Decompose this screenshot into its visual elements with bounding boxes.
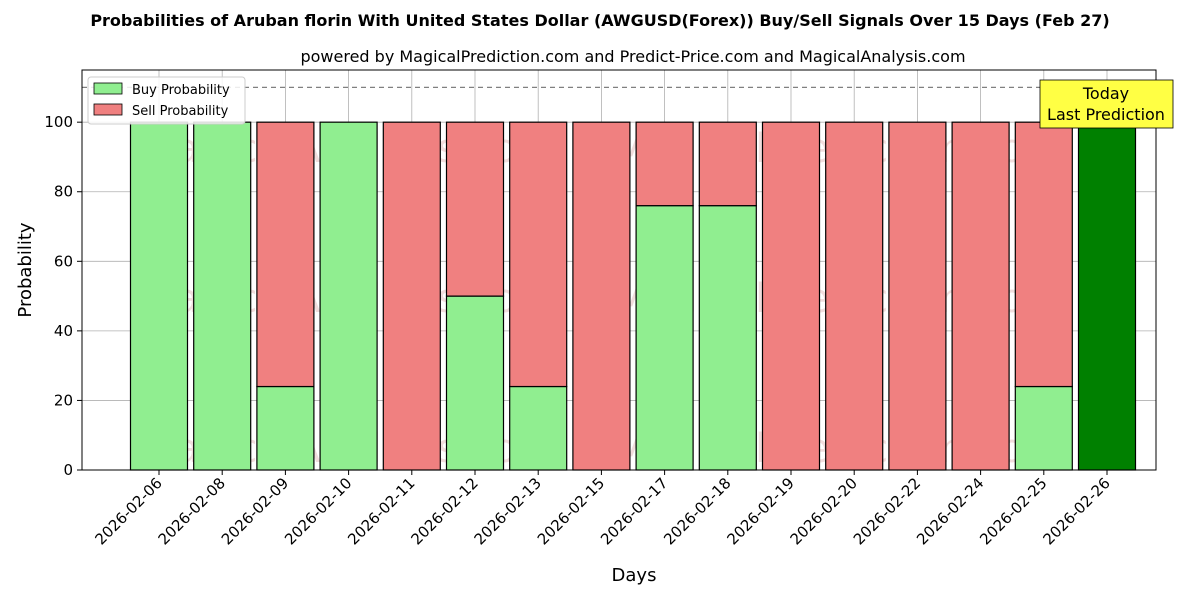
bar-buy: [256, 385, 315, 471]
x-tick-label: 2026-02-22: [850, 474, 924, 548]
legend-label-buy: Buy Probability: [132, 83, 230, 98]
bar-sell: [572, 121, 631, 471]
legend-label-sell: Sell Probability: [132, 104, 229, 119]
x-tick-label: 2026-02-26: [1039, 474, 1113, 548]
annotation-line2: Last Prediction: [1047, 105, 1165, 124]
x-tick-label: 2026-02-18: [660, 474, 734, 548]
bar-sell: [509, 121, 568, 388]
x-tick-label: 2026-02-25: [976, 474, 1050, 548]
bar-buy: [1014, 385, 1073, 471]
annotation-box: [1039, 79, 1174, 129]
legend-swatch-buy: [93, 82, 123, 95]
bar-sell: [1014, 121, 1073, 388]
y-tick-label: 40: [54, 322, 73, 340]
bar-buy: [319, 121, 378, 471]
x-tick-label: 2026-02-09: [218, 474, 292, 548]
y-axis: 0 20 40 60 80 100: [44, 113, 82, 479]
x-tick-label: 2026-02-17: [597, 474, 671, 548]
annotation-line1: Today: [1082, 84, 1129, 103]
bar-buy: [445, 295, 505, 471]
y-tick-label: 0: [63, 461, 73, 479]
bar-buy: [129, 121, 189, 471]
bars-layer: [129, 121, 1137, 471]
plot-frame: [81, 69, 1157, 471]
bar-sell: [445, 121, 505, 297]
chart-title: Probabilities of Aruban florin With Unit…: [90, 11, 1109, 30]
x-tick-label: 2026-02-20: [787, 474, 861, 548]
bar-buy: [509, 385, 568, 471]
y-tick-label: 80: [54, 183, 73, 201]
bar-sell: [888, 121, 947, 471]
bar-sell: [635, 121, 694, 207]
y-tick-label: 60: [54, 252, 73, 270]
legend-swatch-sell: [93, 103, 123, 116]
x-axis-label: Days: [612, 565, 657, 586]
bar-sell: [256, 121, 315, 388]
bar-buy: [1077, 121, 1137, 471]
bar-sell: [698, 121, 757, 207]
bar-sell: [761, 121, 821, 471]
y-tick-label: 20: [54, 391, 73, 409]
bar-sell: [825, 121, 884, 471]
bar-buy: [698, 205, 757, 471]
x-tick-label: 2026-02-13: [471, 474, 545, 548]
legend-box: [87, 76, 246, 125]
x-axis: 2026-02-062026-02-082026-02-092026-02-10…: [91, 470, 1114, 548]
x-tick-label: 2026-02-12: [407, 474, 481, 548]
x-tick-label: 2026-02-06: [91, 474, 165, 548]
x-tick-label: 2026-02-10: [281, 474, 355, 548]
bar-sell: [951, 121, 1010, 471]
x-tick-label: 2026-02-24: [913, 474, 987, 548]
bar-buy: [635, 205, 694, 471]
x-tick-label: 2026-02-19: [723, 474, 797, 548]
y-tick-label: 100: [44, 113, 73, 131]
bar-buy: [193, 121, 252, 471]
legend: Buy Probability Sell Probability: [87, 76, 246, 125]
chart-subtitle: powered by MagicalPrediction.com and Pre…: [300, 47, 965, 66]
today-annotation: Today Last Prediction: [1039, 79, 1174, 129]
x-tick-label: 2026-02-11: [344, 474, 418, 548]
y-axis-label: Probability: [15, 222, 36, 317]
bar-sell: [382, 121, 441, 471]
x-tick-label: 2026-02-15: [534, 474, 608, 548]
x-tick-label: 2026-02-08: [155, 474, 229, 548]
